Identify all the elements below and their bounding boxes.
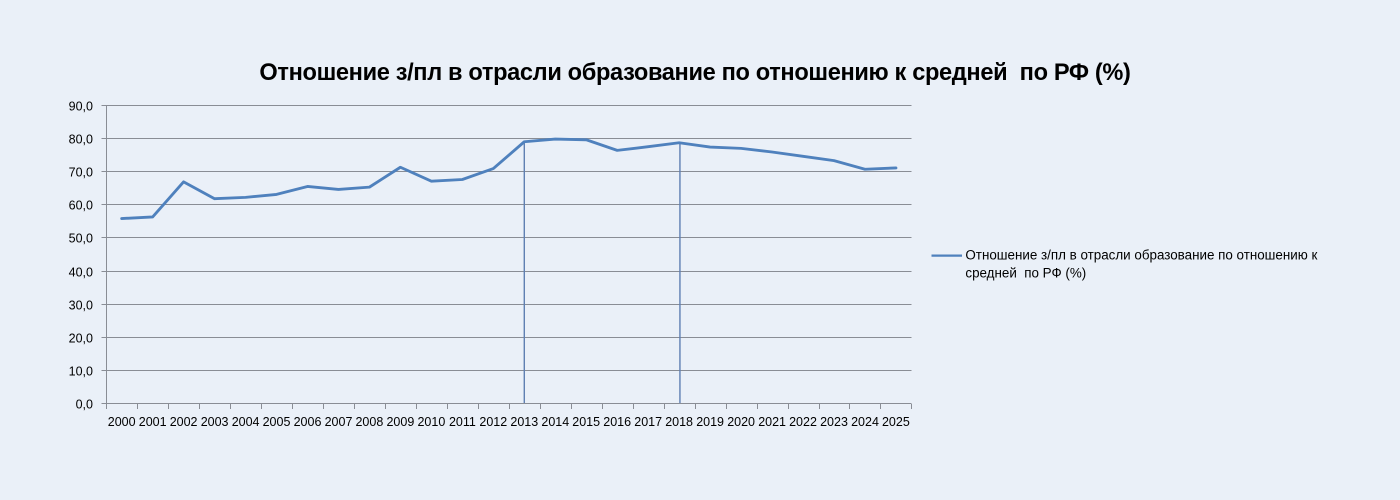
svg-text:70,0: 70,0 [69,166,93,180]
svg-text:2018: 2018 [665,415,693,429]
svg-text:2011: 2011 [449,415,476,429]
svg-text:2007: 2007 [325,415,353,429]
svg-text:2005: 2005 [263,415,291,429]
svg-text:Отношение з/пл в отрасли образ: Отношение з/пл в отрасли образование по … [965,248,1317,263]
svg-text:50,0: 50,0 [69,232,93,246]
svg-text:2016: 2016 [603,415,631,429]
svg-text:2014: 2014 [541,415,569,429]
svg-text:2006: 2006 [294,415,322,429]
svg-text:0,0: 0,0 [76,398,93,412]
svg-text:2013: 2013 [510,415,538,429]
svg-text:2025: 2025 [882,415,910,429]
svg-text:60,0: 60,0 [69,199,93,213]
svg-text:2000: 2000 [108,415,136,429]
svg-text:2019: 2019 [696,415,724,429]
svg-text:средней по РФ (%): средней по РФ (%) [965,265,1086,280]
svg-text:2022: 2022 [789,415,817,429]
svg-text:Отношение з/пл в отрасли образ: Отношение з/пл в отрасли образование по … [259,60,1130,86]
svg-text:10,0: 10,0 [69,365,93,379]
svg-text:40,0: 40,0 [69,266,93,280]
svg-text:90,0: 90,0 [69,100,93,114]
svg-text:2009: 2009 [386,415,414,429]
svg-text:2002: 2002 [170,415,198,429]
svg-text:2021: 2021 [758,415,786,429]
svg-text:2001: 2001 [139,415,167,429]
svg-text:2010: 2010 [417,415,445,429]
svg-text:2023: 2023 [820,415,848,429]
svg-text:2003: 2003 [201,415,229,429]
svg-text:2004: 2004 [232,415,260,429]
svg-text:20,0: 20,0 [69,332,93,346]
svg-text:2024: 2024 [851,415,879,429]
svg-text:2020: 2020 [727,415,755,429]
svg-text:2017: 2017 [634,415,662,429]
svg-text:80,0: 80,0 [69,133,93,147]
svg-text:2008: 2008 [355,415,383,429]
svg-text:2015: 2015 [572,415,600,429]
svg-text:30,0: 30,0 [69,299,93,313]
svg-text:2012: 2012 [479,415,507,429]
